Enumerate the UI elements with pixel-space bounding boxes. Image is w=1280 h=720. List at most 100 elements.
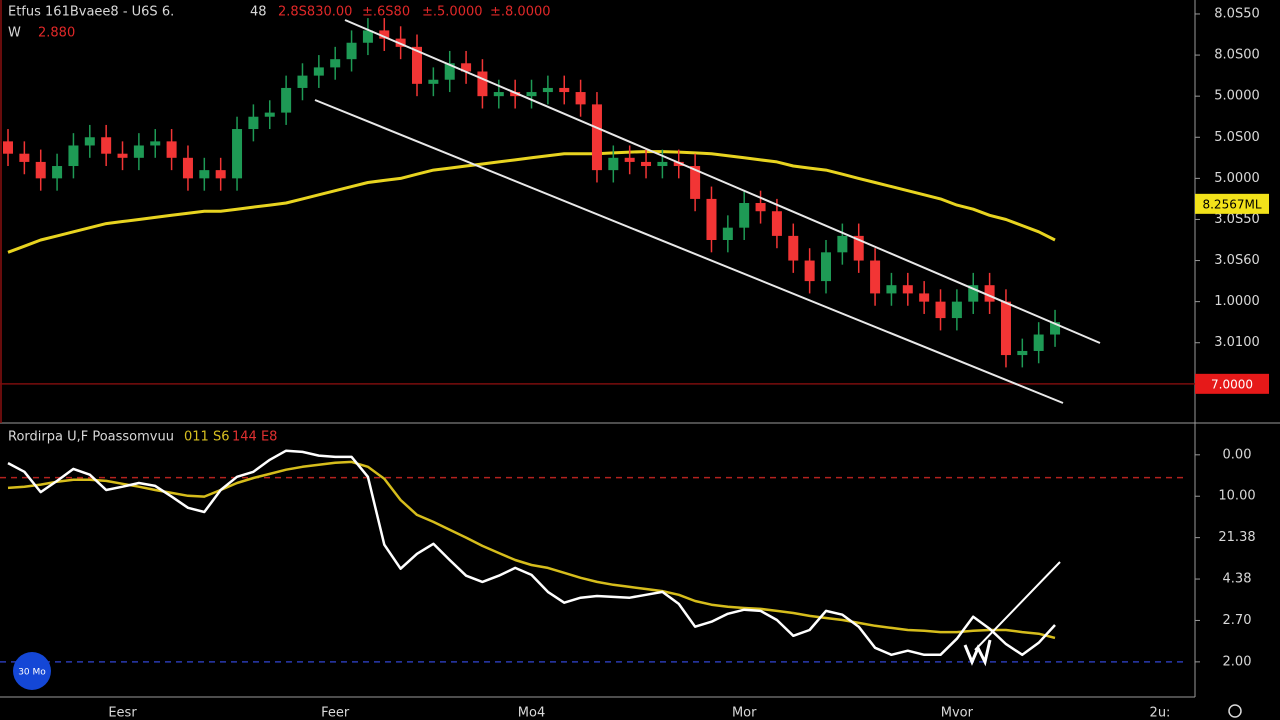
candle-body [182,157,193,179]
symbol: Etfus 161Bvaee8 - U6S 6. [8,5,174,20]
candle-body [428,79,439,84]
candle-body [297,75,308,88]
candle-body [559,87,570,93]
candle-body [52,166,63,179]
cross-marker [963,639,992,667]
candle-body [101,137,112,154]
quote: 2.8S830.00 [278,5,352,20]
price-badge-label: 7.0000 [1211,377,1253,391]
candle-body [232,129,243,179]
y-tick-label: 8.0S00 [1214,48,1259,63]
oscillator-line [7,449,1056,657]
candle-body [346,42,357,60]
candle-body [788,235,799,261]
candle-body [870,260,881,294]
label: W [8,26,21,41]
interval: 48 [250,5,267,20]
candle-body [722,227,733,240]
candle-body [444,63,455,80]
y-tick-label: 10.00 [1218,489,1255,504]
candle-body [264,112,275,117]
candle-body [608,157,619,171]
candle-body [313,67,324,76]
candle-body [542,87,553,93]
y-tick-label: 8.0S50 [1214,6,1259,21]
candle-body [362,30,373,43]
y-tick-label: 5.0000 [1214,89,1260,104]
y-tick-label: 3.0S50 [1214,212,1259,227]
candle-body [1033,334,1044,351]
candle-body [935,301,946,319]
candle-body [68,145,79,167]
oscillator-value: 011 S6 [184,430,229,445]
settings-icon[interactable] [1228,704,1242,718]
candle-body [641,161,652,167]
quote: ±.6S80 [362,5,410,20]
channel-upper [344,19,1101,344]
candle-body [379,30,390,39]
y-tick-label: 5.0000 [1214,171,1260,186]
oscillator-title: Rordirpa U,F Poassomvuu [8,430,174,445]
candle-body [281,87,292,113]
value: 2.880 [38,26,75,41]
y-tick-label: 3.0S60 [1214,253,1259,268]
badge[interactable] [13,652,51,690]
candle-body [984,285,995,302]
price-badge-label: 8.2567ML [1202,197,1261,211]
x-tick-label: Eesr [108,706,137,720]
y-tick-label: 3.0100 [1214,335,1260,350]
candle-body [739,203,750,228]
candle-body [19,153,30,162]
candle-body [35,161,46,179]
candle-body [330,59,341,68]
candle-body [477,71,488,97]
y-tick-label: 1.0000 [1214,294,1260,309]
channel-lower [314,99,1064,404]
x-tick-label: Feer [321,706,350,720]
price-badge [1195,373,1269,394]
trend-line [974,561,1061,651]
y-tick-label: 4.38 [1223,572,1252,587]
candle-body [3,141,13,154]
candle-body [1017,350,1028,356]
y-tick-label: 0.00 [1223,447,1252,462]
candle-body [837,235,848,253]
candle-body [133,145,144,158]
candle-body [902,285,913,294]
y-tick-label: 2.00 [1223,654,1252,669]
candle-body [591,104,602,171]
candle-body [771,211,782,236]
candle-body [510,92,521,97]
x-tick-label: 2u: [1150,706,1171,720]
candle-body [1050,322,1061,335]
candle-body [150,141,161,146]
candle-body [657,161,668,167]
candle-body [166,141,177,158]
candle-body [412,46,422,84]
moving-average [7,150,1056,254]
candle-body [821,252,831,282]
candle-body [84,137,95,146]
candle-body [248,116,259,130]
price-badge [1195,193,1269,214]
candle-body [199,170,210,179]
y-tick-label: 2.70 [1223,613,1252,628]
badge-label[interactable]: 30 Mo [18,668,46,678]
quote: ±.5.0000 [422,5,483,20]
candle-body [461,63,472,72]
candle-body [951,301,962,319]
candle-body [755,203,766,212]
candle-body [526,92,537,97]
candle-body [706,198,717,240]
candle-body [919,293,930,302]
candle-body [968,285,979,302]
oscillator-line [7,460,1056,640]
candle-body [886,285,897,294]
x-tick-label: Mo4 [518,706,545,720]
quote: ±.8.0000 [490,5,551,20]
x-tick-label: Mvor [941,706,974,720]
candle-body [673,161,684,167]
